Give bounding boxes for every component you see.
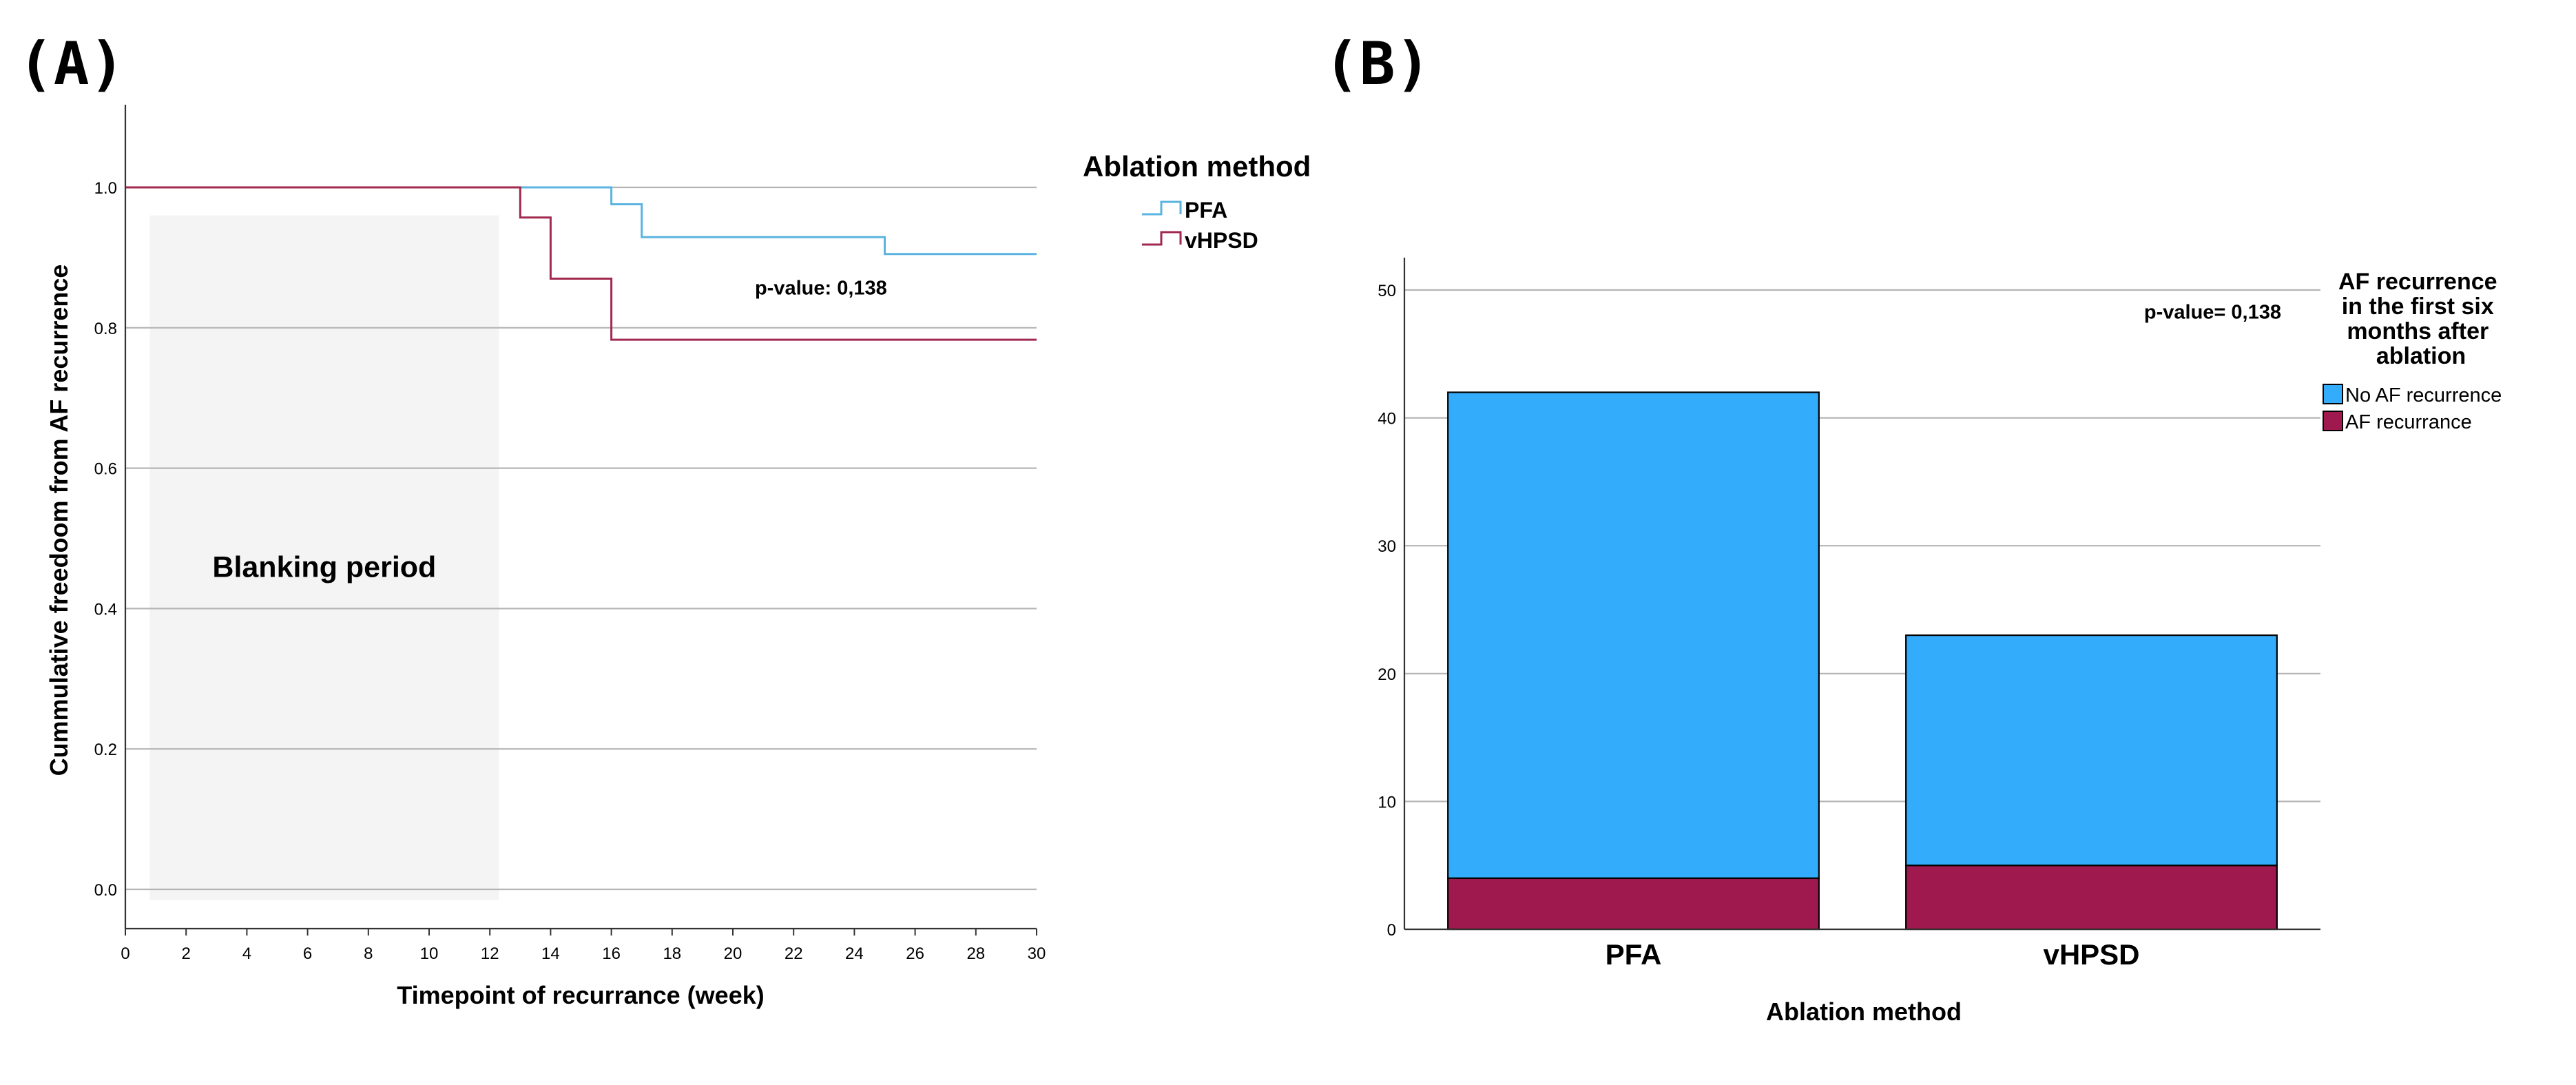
panel-b-bar-chart: 0 10 20 30 40 50 PFA vHPSD p-value= 0,138 Ablat… xyxy=(1378,258,2504,1026)
blanking-period-label: Blanking period xyxy=(212,550,436,583)
legend-label: AF recurrance xyxy=(2345,411,2472,433)
x-tick-label: 4 xyxy=(242,944,251,963)
panel-b-bars xyxy=(1447,391,2278,931)
panel-b-tag: (B) xyxy=(1324,30,1431,99)
x-tick-label: 24 xyxy=(845,944,864,963)
series-line-vhpsd xyxy=(125,186,1037,341)
legend-swatch xyxy=(2323,384,2343,404)
x-tick-label: 6 xyxy=(303,944,312,963)
x-tick-label: 30 xyxy=(1028,944,1046,963)
panel-a-survival-chart: 0 2 4 6 8 10 12 14 16 18 20 22 24 26 28 300.00.20.40.60… xyxy=(45,105,1311,1009)
y-tick-label: 0.4 xyxy=(94,600,117,619)
legend-label-vhpsd: vHPSD xyxy=(1185,228,1258,253)
x-tick-label: 12 xyxy=(481,944,499,963)
y-tick-label: 20 xyxy=(1378,665,1396,684)
panel-b-axes xyxy=(1403,258,2320,931)
panel-b-legend: AF recurrence in the first six months af… xyxy=(2323,269,2504,433)
panel-b-legend-title-line: ablation xyxy=(2376,343,2466,369)
panel-a-x-axis-title: Timepoint of recurrance (week) xyxy=(397,981,764,1009)
y-tick-label: 10 xyxy=(1378,793,1396,812)
x-tick-label: 10 xyxy=(420,944,439,963)
y-tick-label: 0.6 xyxy=(94,460,117,479)
blanking-period-region xyxy=(149,215,499,900)
legend-swatch-pfa xyxy=(1142,200,1182,216)
bar-vhpsd-af-recurrance xyxy=(1905,865,2278,931)
panel-b-legend-title-line: months after xyxy=(2347,318,2489,344)
x-tick-label: 2 xyxy=(182,944,191,963)
x-tick-label: 8 xyxy=(364,944,373,963)
panel-b-legend-title: AF recurrence in the first six months af… xyxy=(2338,269,2504,369)
legend-label: No AF recurrence xyxy=(2345,384,2502,406)
y-tick-label: 1.0 xyxy=(94,179,117,198)
y-tick-label: 50 xyxy=(1378,282,1396,300)
legend-swatch xyxy=(2323,411,2343,431)
panel-a-legend: Ablation method PFA vHPSD xyxy=(1083,150,1311,253)
x-tick-label: 14 xyxy=(541,944,560,963)
category-label-pfa: PFA xyxy=(1606,938,1662,971)
legend-label-pfa: PFA xyxy=(1185,198,1227,223)
panel-b-p-value: p-value= 0,138 xyxy=(2144,302,2281,324)
bar-vhpsd-no-af-recurrence xyxy=(1905,634,2278,867)
bar-pfa-af-recurrance xyxy=(1447,877,1820,931)
x-tick-label: 26 xyxy=(906,944,924,963)
panel-a-y-axis-title: Cummulative freedoom from AF recurrence xyxy=(45,265,73,776)
y-tick-label: 0 xyxy=(1387,921,1396,940)
panel-b-x-axis-title: Ablation method xyxy=(1766,998,1962,1026)
series-line-pfa xyxy=(125,186,1037,256)
y-tick-label: 0.8 xyxy=(94,320,117,338)
bar-pfa-no-af-recurrence xyxy=(1447,391,1820,879)
x-tick-label: 18 xyxy=(663,944,681,963)
x-tick-label: 28 xyxy=(966,944,985,963)
panel-a-p-value: p-value: 0,138 xyxy=(755,278,887,300)
panel-b-legend-title-line: in the first six xyxy=(2342,293,2494,320)
x-tick-label: 22 xyxy=(785,944,803,963)
panel-a-axes xyxy=(124,105,1037,930)
panel-b-legend-title-line: AF recurrence xyxy=(2338,269,2497,295)
x-tick-label: 16 xyxy=(602,944,621,963)
category-label-vhpsd: vHPSD xyxy=(2043,938,2139,971)
legend-swatch-vhpsd xyxy=(1142,231,1182,246)
y-tick-label: 40 xyxy=(1378,410,1396,428)
y-tick-label: 0.2 xyxy=(94,741,117,759)
y-tick-label: 30 xyxy=(1378,537,1396,556)
x-tick-label: 0 xyxy=(121,944,129,963)
x-tick-label: 20 xyxy=(724,944,742,963)
panel-a-tag: (A) xyxy=(18,30,125,99)
panel-a-legend-title: Ablation method xyxy=(1083,150,1311,183)
y-tick-label: 0.0 xyxy=(94,881,117,900)
panel-a-series xyxy=(125,186,1037,341)
